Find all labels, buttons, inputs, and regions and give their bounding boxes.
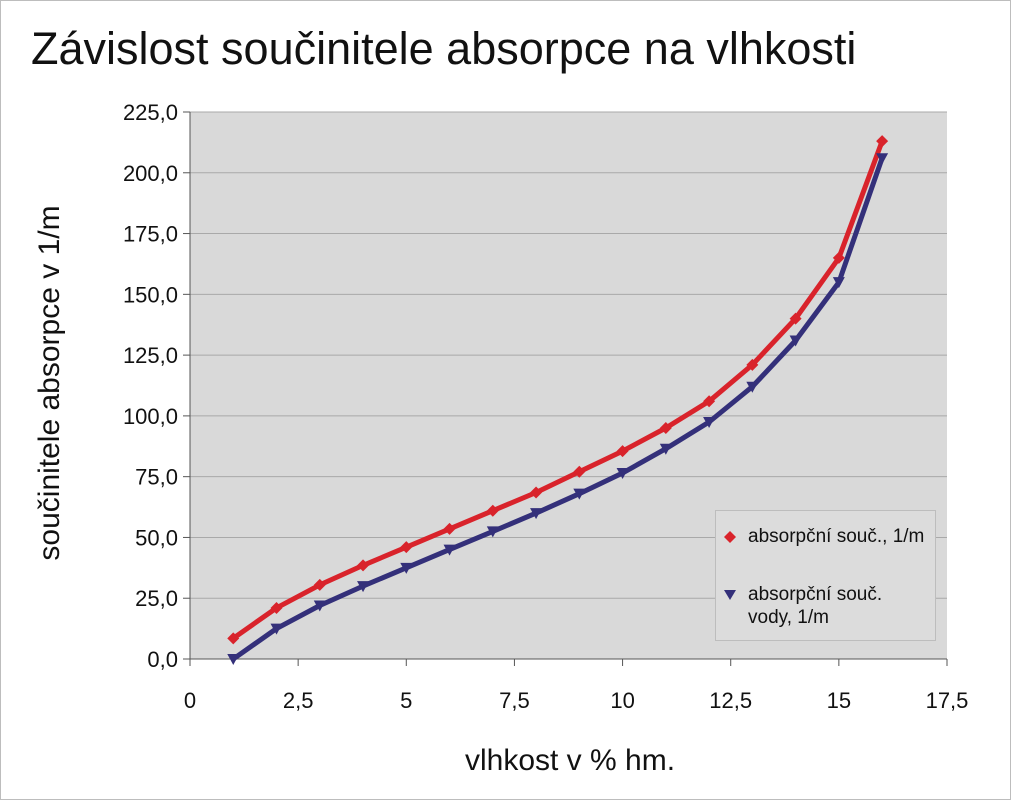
y-tick-label: 75,0 <box>135 465 178 490</box>
series-2-point <box>357 581 370 593</box>
series-1-point <box>530 486 543 499</box>
x-tick-label: 7,5 <box>499 688 530 713</box>
series-2-point <box>400 562 413 574</box>
series-2-point <box>876 153 889 165</box>
series-2-point <box>659 443 672 455</box>
series-1-point <box>616 445 629 458</box>
x-tick-label: 17,5 <box>926 688 969 713</box>
series-1-point <box>443 522 456 535</box>
series-2-point <box>832 277 845 289</box>
x-tick-label: 2,5 <box>283 688 314 713</box>
series-2-point <box>746 381 759 393</box>
series-2-point <box>313 600 326 612</box>
x-tick-label: 10 <box>610 688 634 713</box>
x-tick-label: 0 <box>184 688 196 713</box>
y-tick-label: 125,0 <box>123 343 178 368</box>
series-1-point <box>573 465 586 478</box>
y-tick-label: 200,0 <box>123 161 178 186</box>
y-tick-label: 25,0 <box>135 586 178 611</box>
diamond-marker-icon <box>724 531 736 543</box>
chart-title: Závislost součinitele absorpce na vlhkos… <box>31 23 857 74</box>
x-tick-label: 5 <box>400 688 412 713</box>
y-tick-label: 100,0 <box>123 404 178 429</box>
series-1-point <box>703 395 716 408</box>
legend-item-series-1: absorpční souč., 1/m <box>724 525 928 548</box>
legend-label-series-2: absorpční souč. vody, 1/m <box>748 584 883 628</box>
y-tick-label: 50,0 <box>135 525 178 550</box>
x-axis-label: vlhkost v % hm. <box>464 744 676 777</box>
series-2-point <box>616 468 629 480</box>
y-tick-label: 150,0 <box>123 282 178 307</box>
series-2-point <box>227 654 240 665</box>
legend-label-series-1: absorpční souč., 1/m <box>748 526 925 547</box>
y-tick-label: 175,0 <box>123 222 178 247</box>
series-1-point <box>746 358 759 371</box>
series-1-point <box>789 312 802 325</box>
series-1-point <box>659 422 672 435</box>
x-tick-label: 12,5 <box>709 688 752 713</box>
series-2-point <box>789 335 802 347</box>
triangle-down-marker-icon <box>724 590 736 600</box>
series-1-point <box>313 578 326 591</box>
tick-labels: 0,0 25,0 50,0 75,0 100,0 125,0 150,0 175,0 200,0… <box>123 100 968 713</box>
series-2-point <box>703 416 716 428</box>
series-1-point <box>400 541 413 554</box>
series-1-point <box>227 632 240 645</box>
series-1-point <box>832 251 845 264</box>
series-1-point <box>486 504 499 517</box>
series-2-point <box>486 526 499 538</box>
y-tick-label: 0,0 <box>147 647 178 672</box>
series-1-point <box>876 135 889 148</box>
legend: absorpční souč., 1/m absorpční souč. vod… <box>715 510 936 641</box>
axes <box>183 111 948 666</box>
y-tick-label: 225,0 <box>123 100 178 125</box>
series-2-point <box>573 488 586 500</box>
series-2-point <box>443 544 456 556</box>
series-1-point <box>357 559 370 572</box>
series-1-point <box>270 601 283 614</box>
x-tick-label: 15 <box>827 688 851 713</box>
series-line-2 <box>230 155 885 662</box>
series-2-point <box>530 508 543 520</box>
series-line-1 <box>230 138 885 641</box>
series-layer <box>227 135 889 665</box>
legend-item-series-2: absorpční souč. vody, 1/m <box>724 583 928 629</box>
series-2-point <box>270 623 283 635</box>
